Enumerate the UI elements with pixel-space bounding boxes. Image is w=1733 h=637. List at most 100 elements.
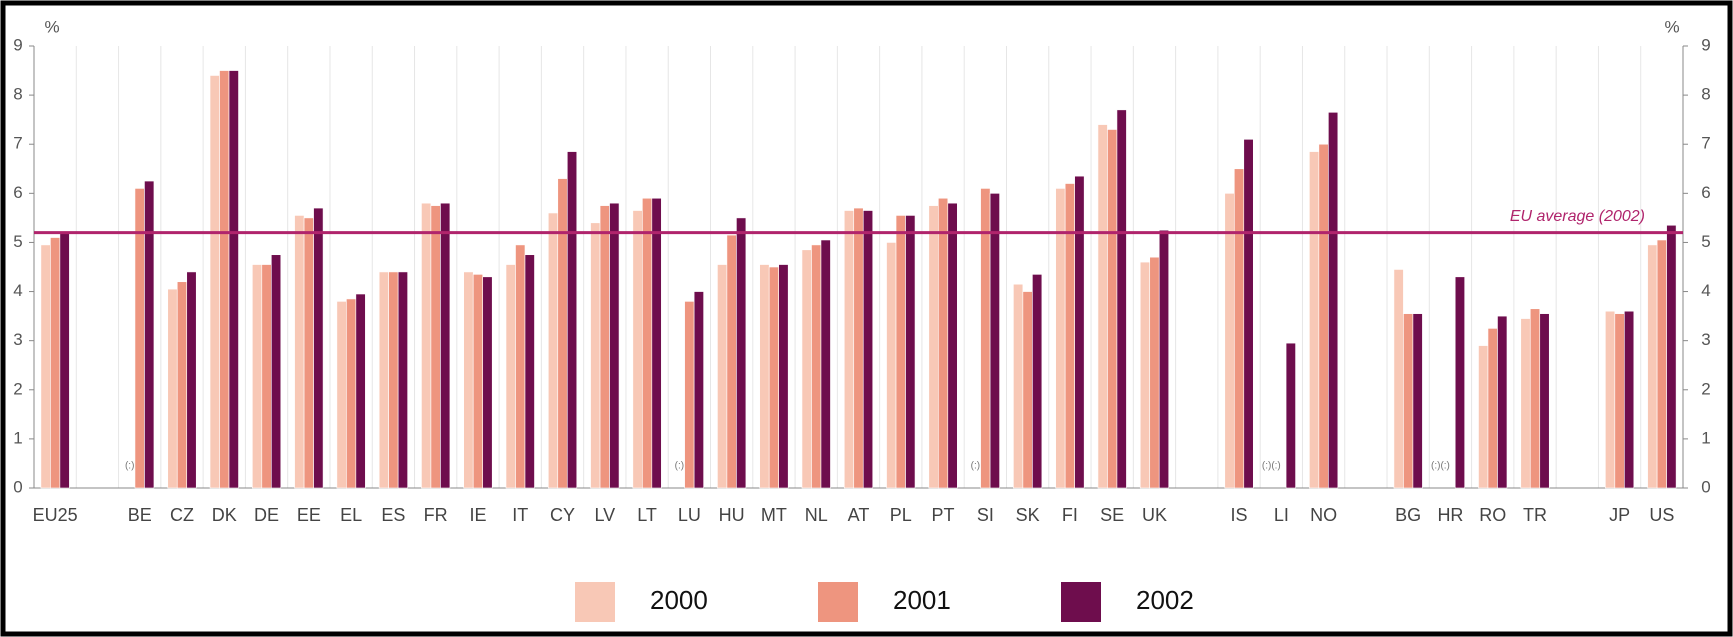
bar [726, 234, 737, 489]
bar [590, 222, 601, 489]
bar [1074, 175, 1085, 489]
bar [642, 197, 653, 489]
bar [209, 75, 220, 489]
bar [989, 193, 1000, 489]
x-tick-label: BE [128, 505, 152, 525]
x-tick-label: FR [424, 505, 448, 525]
annotation: (:)(:) [1431, 461, 1450, 472]
bar [176, 281, 188, 489]
bar [1116, 109, 1127, 489]
legend-swatch [575, 582, 615, 622]
y2-tick-label: 4 [1701, 281, 1710, 300]
bar [1328, 112, 1339, 489]
bar [632, 210, 643, 489]
bar [1064, 183, 1075, 489]
x-tick-label: MT [761, 505, 787, 525]
reference-label: EU average (2002) [1510, 208, 1645, 225]
x-tick-label: EE [297, 505, 321, 525]
bar [1487, 328, 1498, 489]
bar [1624, 310, 1635, 489]
annotation: (:) [125, 461, 134, 472]
annotation: (:) [675, 461, 684, 472]
x-tick-label: SE [1100, 505, 1124, 525]
x-tick-label: US [1649, 505, 1674, 525]
x-tick-label: BG [1395, 505, 1421, 525]
y2-tick-label: 7 [1701, 134, 1710, 153]
bar [186, 271, 197, 489]
bar [1478, 345, 1489, 489]
bar [928, 205, 939, 489]
legend-label: 2001 [893, 585, 951, 615]
y-tick-label: 1 [13, 428, 22, 447]
bar [820, 239, 831, 489]
x-tick-label: IS [1231, 505, 1248, 525]
x-tick-label: LI [1274, 505, 1289, 525]
x-tick-label: CY [550, 505, 575, 525]
bar [736, 217, 747, 489]
bar [759, 264, 770, 489]
legend-swatch [1061, 582, 1101, 622]
x-tick-label: AT [848, 505, 870, 525]
bar [1497, 315, 1508, 489]
bar [651, 197, 662, 489]
x-tick-label: NO [1310, 505, 1337, 525]
y2-tick-label: 9 [1701, 35, 1710, 54]
bar [1605, 310, 1616, 489]
bar [778, 264, 789, 489]
bar [50, 237, 61, 489]
bar [1454, 276, 1465, 489]
bar [1309, 151, 1320, 489]
bar [59, 232, 70, 489]
bar [355, 293, 366, 489]
bar [566, 151, 578, 489]
bar [228, 70, 239, 489]
bar [768, 266, 779, 489]
y-axis-label: % [44, 17, 59, 36]
bar [397, 271, 408, 489]
x-tick-label: DK [212, 505, 237, 525]
bar [886, 242, 897, 489]
bar [336, 301, 347, 489]
x-tick-label: LV [594, 505, 615, 525]
y2-tick-label: 6 [1701, 183, 1710, 202]
x-tick-label: EL [340, 505, 362, 525]
bar [1097, 124, 1108, 489]
x-tick-label: SK [1016, 505, 1040, 525]
bar [505, 264, 516, 489]
bar [144, 180, 155, 489]
bar [421, 202, 432, 489]
bar [472, 274, 484, 489]
bar [1529, 308, 1541, 489]
y-tick-label: 5 [13, 232, 22, 251]
y2-tick-label: 1 [1701, 428, 1710, 447]
bar [40, 244, 51, 489]
bar [1149, 256, 1160, 489]
x-tick-label: LU [678, 505, 701, 525]
x-tick-label: ES [381, 505, 405, 525]
bar [693, 291, 704, 489]
bar [1139, 261, 1151, 489]
y-tick-label: 9 [13, 35, 22, 54]
x-tick-label: DE [254, 505, 279, 525]
y-tick-label: 8 [13, 85, 22, 104]
bar [524, 254, 535, 489]
bar [1285, 342, 1296, 489]
bar [167, 288, 178, 489]
bar [862, 210, 874, 489]
bar [1233, 168, 1245, 489]
bar [1656, 239, 1667, 489]
y2-tick-label: 2 [1701, 379, 1710, 398]
bar [303, 217, 314, 489]
bar [609, 202, 620, 489]
bar [515, 244, 526, 489]
bar [219, 70, 230, 489]
bar [1403, 313, 1414, 489]
x-tick-label: JP [1609, 505, 1630, 525]
bar [895, 215, 906, 489]
y-tick-label: 4 [13, 281, 22, 300]
bar [1614, 313, 1625, 489]
bar [717, 264, 728, 489]
bar [1412, 313, 1423, 489]
bar [1647, 244, 1658, 489]
x-tick-label: HU [719, 505, 745, 525]
